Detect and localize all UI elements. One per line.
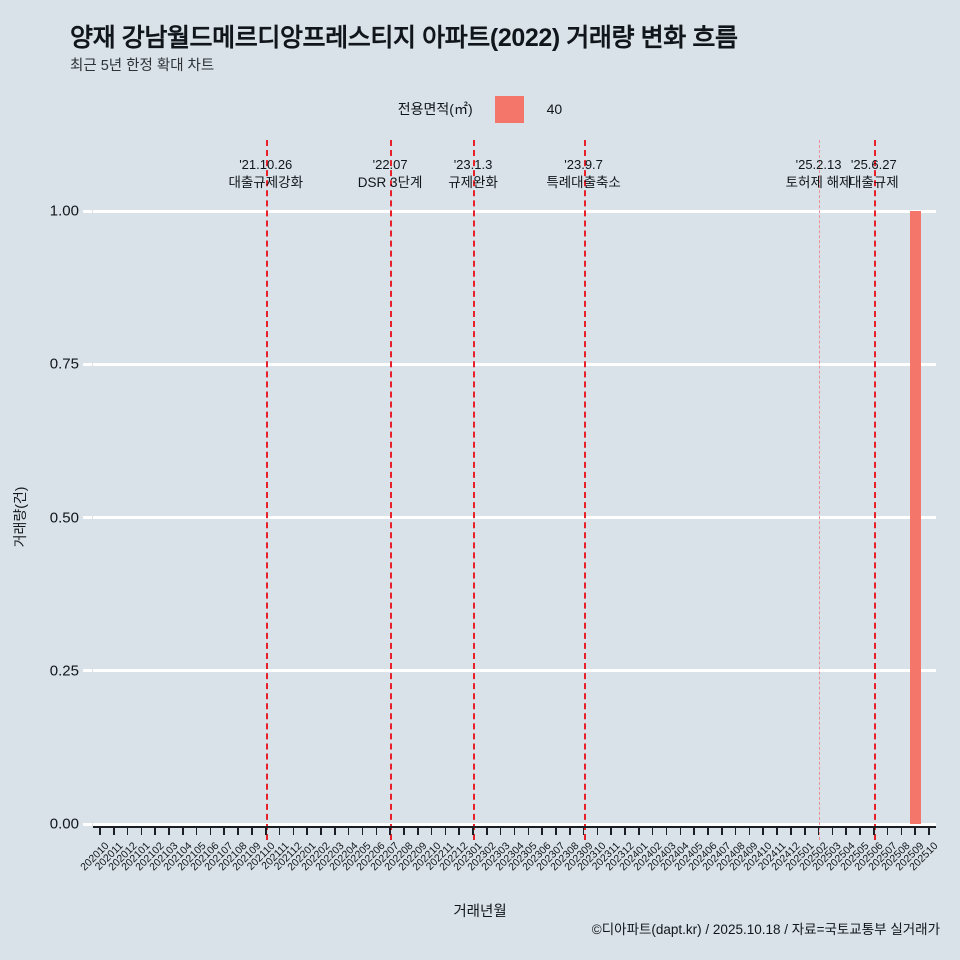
x-axis-tick xyxy=(195,826,198,835)
x-axis-tick xyxy=(886,826,889,835)
event-line xyxy=(473,140,476,840)
x-axis-tick xyxy=(555,826,557,835)
x-axis-tick xyxy=(472,826,474,835)
x-axis-tick xyxy=(900,826,903,835)
y-axis-tick xyxy=(83,362,92,366)
gridline xyxy=(93,516,936,519)
event-line xyxy=(265,140,268,840)
x-axis-tick xyxy=(292,826,295,835)
x-axis-tick xyxy=(624,826,626,835)
x-axis-tick xyxy=(306,826,308,835)
x-axis-tick xyxy=(99,826,101,835)
x-axis-tick xyxy=(389,826,391,835)
x-axis-tick xyxy=(817,826,820,835)
x-axis-tick xyxy=(762,826,765,835)
x-axis-tick xyxy=(126,826,129,835)
x-axis-tick xyxy=(679,826,682,835)
x-axis-tick xyxy=(859,826,861,835)
y-axis-title: 거래량(건) xyxy=(12,486,28,548)
y-axis-tick-label: 1.00 xyxy=(49,202,79,220)
page-title: 양재 강남월드메르디앙프레스티지 아파트(2022) 거래량 변화 흐름 xyxy=(70,24,738,52)
y-axis-tick-label: 0.75 xyxy=(49,355,79,373)
legend-title: 전용면적(㎡) xyxy=(397,101,473,117)
x-axis-tick xyxy=(416,826,419,835)
y-axis-tick xyxy=(83,669,92,673)
x-axis-tick xyxy=(251,826,253,835)
x-axis-tick xyxy=(914,826,917,835)
plot-area: 0.00 0.25 0.50 0.75 1.00 '21.10.26 대출규제강화 '22.… xyxy=(50,140,936,840)
x-axis-tick xyxy=(513,826,516,835)
x-axis-tick xyxy=(748,826,751,835)
event-line xyxy=(873,140,876,840)
gridline xyxy=(93,669,936,673)
y-axis-tick-label: 0.25 xyxy=(49,662,79,680)
x-axis-tick xyxy=(707,826,709,835)
x-axis-tick xyxy=(444,826,447,835)
x-axis-tick xyxy=(638,826,640,835)
x-axis-tick xyxy=(499,826,502,835)
x-axis-tick xyxy=(168,826,170,835)
x-axis-tick xyxy=(154,826,156,835)
x-axis-tick xyxy=(486,826,488,835)
chart-subtitle: 최근 5년 한정 확대 차트 xyxy=(70,58,215,74)
footer-credit: ©디아파트(dapt.kr) / 2025.10.18 / 자료=국토교통부 실… xyxy=(591,922,940,937)
x-axis-tick xyxy=(831,826,834,835)
y-axis-tick xyxy=(83,822,92,826)
x-axis-tick xyxy=(209,826,212,835)
x-axis-tick xyxy=(610,826,613,835)
x-axis-tick xyxy=(803,826,806,835)
y-axis-tick xyxy=(83,209,92,213)
x-axis-tick xyxy=(264,826,267,835)
event-line xyxy=(583,140,586,840)
bar[interactable] xyxy=(909,211,921,824)
x-axis-tick xyxy=(334,826,336,835)
event-line xyxy=(390,140,393,840)
x-axis-tick xyxy=(361,826,364,835)
x-axis-tick xyxy=(403,826,405,835)
x-axis-tick xyxy=(375,826,378,835)
legend: 전용면적(㎡) 40 xyxy=(0,94,960,124)
y-axis-tick-label: 0.50 xyxy=(49,509,79,526)
x-axis-tick xyxy=(651,826,654,835)
x-axis-tick xyxy=(458,826,460,835)
x-axis-tick xyxy=(237,826,239,835)
x-axis-tick xyxy=(665,826,668,835)
x-axis-tick xyxy=(734,826,737,835)
x-axis-tick xyxy=(347,826,350,835)
y-axis-tick xyxy=(83,516,92,519)
x-axis-tick xyxy=(845,826,847,835)
x-axis-tick xyxy=(430,826,433,835)
x-axis-tick xyxy=(223,826,226,835)
x-axis-tick xyxy=(928,826,930,835)
x-axis-title: 거래년월 xyxy=(453,904,507,920)
x-axis-tick xyxy=(720,826,723,835)
legend-swatch-40 xyxy=(494,95,524,123)
gridline xyxy=(93,822,936,826)
x-axis-tick xyxy=(596,826,599,835)
x-axis-tick xyxy=(320,826,322,835)
x-axis-tick xyxy=(182,826,184,835)
x-axis-tick xyxy=(527,826,530,835)
x-axis-tick xyxy=(112,826,115,835)
x-axis-tick xyxy=(541,826,543,835)
gridline xyxy=(93,209,936,213)
x-axis-tick xyxy=(278,826,281,835)
x-axis-tick xyxy=(873,826,875,835)
x-axis-tick xyxy=(140,826,143,835)
x-axis-tick xyxy=(568,826,571,835)
gridline xyxy=(93,362,936,366)
x-axis-tick xyxy=(776,826,778,835)
x-axis-tick xyxy=(790,826,792,835)
legend-label-40: 40 xyxy=(546,101,563,117)
y-axis-tick-label: 0.00 xyxy=(49,815,79,833)
x-axis-tick xyxy=(582,826,585,835)
event-line xyxy=(818,140,820,840)
x-axis-tick xyxy=(693,826,695,835)
